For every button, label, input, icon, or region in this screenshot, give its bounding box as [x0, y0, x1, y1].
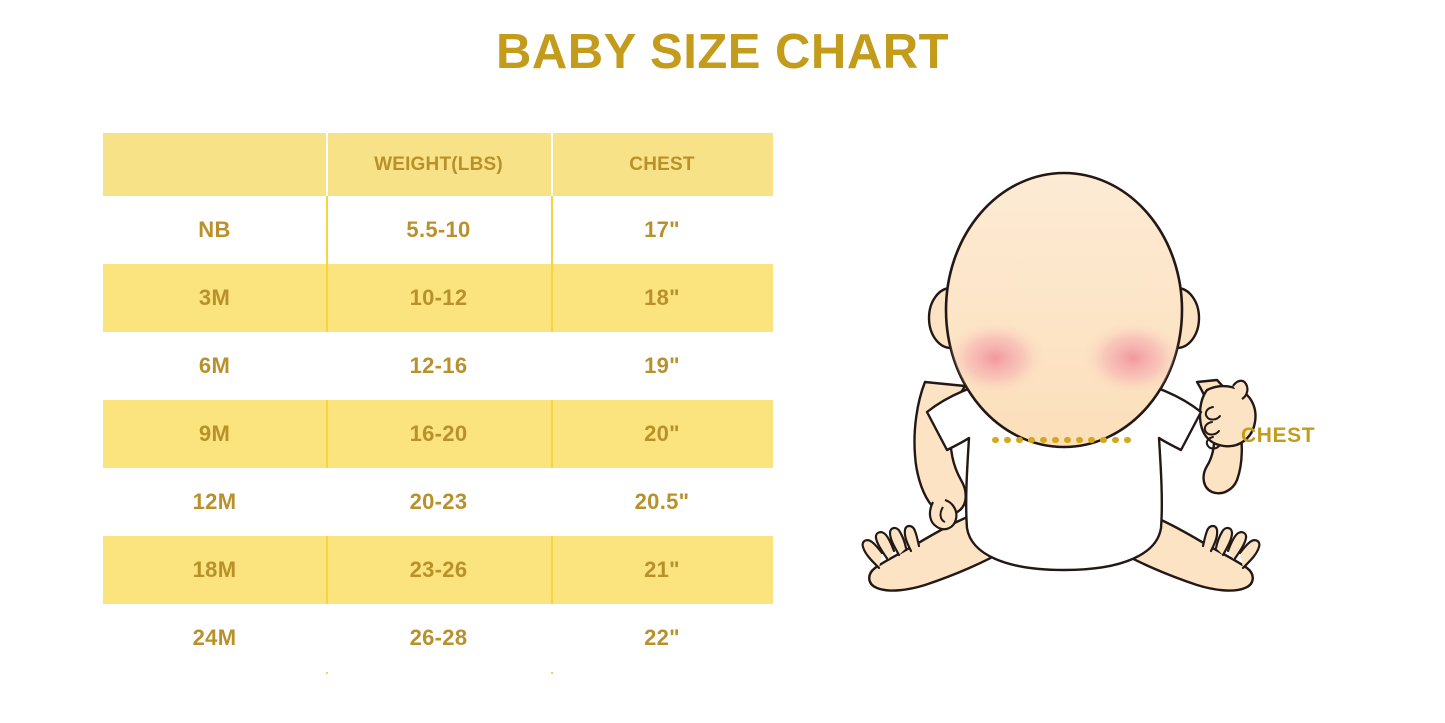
table-row: 12M 20-23 20.5" — [103, 468, 773, 536]
cell-size: 6M — [198, 353, 231, 378]
baby-head — [927, 171, 1201, 449]
cell-weight: 5.5-10 — [406, 217, 471, 242]
cell-chest: 19" — [644, 353, 680, 378]
cell-weight: 26-28 — [409, 625, 468, 650]
table-row: 24M 26-28 22" — [103, 604, 773, 672]
table-row: 9M 16-20 20" — [103, 400, 773, 468]
column-divider-shade-segment — [326, 332, 328, 400]
cell-weight: 20-23 — [409, 489, 468, 514]
cell-weight: 12-16 — [409, 353, 468, 378]
cell-size: 12M — [192, 489, 237, 514]
baby-illustration — [861, 171, 1261, 592]
size-chart-table: WEIGHT(LBS) CHEST NB 5.5-10 17" 3M 10-12… — [103, 133, 773, 674]
column-header-size — [103, 133, 326, 196]
column-divider-shade-segment — [551, 604, 553, 672]
cell-chest: 20.5" — [634, 489, 690, 514]
table-row: 6M 12-16 19" — [103, 332, 773, 400]
table-row: 18M 23-26 21" — [103, 536, 773, 604]
cell-chest: 21" — [644, 557, 680, 582]
baby-right-cheek-blush — [1081, 320, 1182, 396]
table-header-row: WEIGHT(LBS) CHEST — [103, 133, 773, 196]
column-divider-header-segment-2 — [551, 133, 553, 196]
column-divider-shade-segment — [326, 604, 328, 672]
cell-size: 3M — [198, 285, 231, 310]
cell-weight: 23-26 — [409, 557, 468, 582]
column-divider-header-segment-1 — [326, 133, 328, 196]
table-row: 3M 10-12 18" — [103, 264, 773, 332]
column-divider-shade-segment — [326, 468, 328, 536]
column-divider-shade-segment — [551, 332, 553, 400]
chest-measurement-label: CHEST — [1241, 424, 1316, 447]
baby-face — [944, 171, 1184, 449]
column-divider-1 — [326, 133, 328, 674]
cell-size: 18M — [192, 557, 237, 582]
column-header-weight: WEIGHT(LBS) — [374, 153, 503, 175]
cell-size: NB — [198, 217, 231, 242]
cell-size: 9M — [198, 421, 231, 446]
cell-chest: 17" — [644, 217, 680, 242]
cell-chest: 22" — [644, 625, 680, 650]
column-header-chest: CHEST — [629, 153, 695, 175]
column-divider-shade-segment — [551, 468, 553, 536]
baby-right-arm — [1195, 378, 1257, 495]
cell-weight: 16-20 — [409, 421, 468, 446]
cell-chest: 20" — [644, 421, 680, 446]
cell-size: 24M — [192, 625, 237, 650]
page-title: BABY SIZE CHART — [495, 25, 950, 79]
baby-left-cheek-blush — [946, 320, 1047, 396]
cell-chest: 18" — [644, 285, 680, 310]
table-row: NB 5.5-10 17" — [103, 196, 773, 264]
column-divider-2 — [551, 133, 553, 674]
cell-weight: 10-12 — [409, 285, 468, 310]
